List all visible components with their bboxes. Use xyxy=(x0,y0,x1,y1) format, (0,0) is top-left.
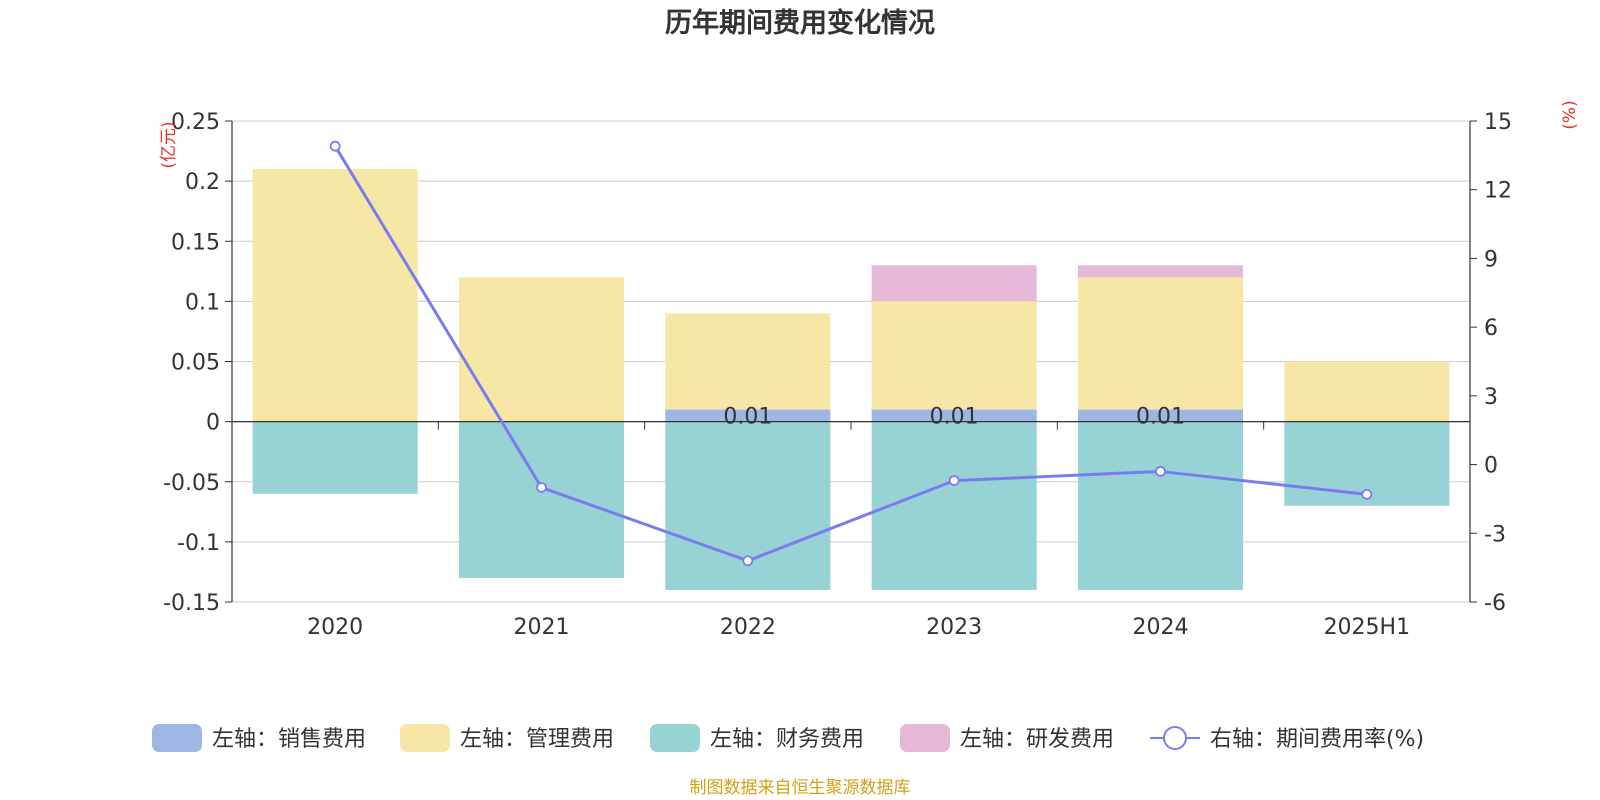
axes: 0.25 0.2 0.15 0.1 0.05 0 -0.05 -0.1 -0.15 15 12 9 6 3… xyxy=(159,100,1580,640)
left-tick-label: -0.05 xyxy=(163,471,220,496)
left-tick-label: 0.05 xyxy=(171,351,220,376)
left-axis-unit: (亿元) xyxy=(159,121,179,168)
right-tick-label: 12 xyxy=(1484,179,1512,204)
rate-point xyxy=(1361,488,1373,500)
legend-item[interactable]: 左轴：管理费用 xyxy=(400,724,614,752)
legend-item[interactable]: 左轴：研发费用 xyxy=(900,724,1114,752)
legend-item[interactable]: 左轴：销售费用 xyxy=(152,724,366,752)
data-labels: 0.01 0.01 0.01 xyxy=(723,405,1185,430)
bar-segment xyxy=(1077,277,1244,410)
rate-point xyxy=(948,475,960,487)
right-tick-label: -3 xyxy=(1484,522,1506,547)
bar-segment xyxy=(252,169,418,422)
bar-segment xyxy=(665,409,831,422)
bar-data-label: 0.01 xyxy=(930,405,979,430)
left-tick-label: 0.25 xyxy=(171,110,220,135)
bar-segment xyxy=(1077,409,1244,422)
bar-segment xyxy=(665,313,831,410)
right-tick-label: -6 xyxy=(1484,591,1506,616)
rate-point xyxy=(742,555,754,567)
legend-label: 右轴：期间费用率(%) xyxy=(1210,727,1424,752)
right-tick-label: 15 xyxy=(1484,110,1512,135)
legend-label: 左轴：管理费用 xyxy=(460,727,614,752)
rate-point xyxy=(536,482,547,493)
category-label: 2024 xyxy=(1133,615,1189,640)
bar-segment xyxy=(871,409,1037,422)
rate-point xyxy=(329,140,341,152)
category-label: 2023 xyxy=(926,615,982,640)
legend-swatch xyxy=(650,724,700,752)
legend-label: 左轴：销售费用 xyxy=(212,727,366,752)
left-tick-label: 0 xyxy=(206,411,220,436)
left-tick-label: 0.2 xyxy=(185,170,220,195)
bar-series xyxy=(252,169,1450,590)
chart-title: 历年期间费用变化情况 xyxy=(665,7,935,39)
bar-segment xyxy=(871,421,1037,590)
bar-segment xyxy=(1077,421,1244,590)
legend: 左轴：销售费用 左轴：管理费用 左轴：财务费用 左轴：研发费用 右轴：期间费用率(%) xyxy=(152,724,1424,752)
bar-segment xyxy=(871,265,1037,302)
bar-segment xyxy=(1284,361,1450,422)
category-label: 2025H1 xyxy=(1324,615,1411,640)
category-label: 2021 xyxy=(514,615,570,640)
legend-marker xyxy=(1163,726,1187,750)
right-tick-label: 9 xyxy=(1484,247,1498,272)
bar-data-label: 0.01 xyxy=(723,405,772,430)
rate-line xyxy=(333,145,1367,563)
left-tick-label: 0.15 xyxy=(171,230,220,255)
legend-swatch xyxy=(900,724,950,752)
right-tick-label: 3 xyxy=(1484,385,1498,410)
bar-data-label: 0.01 xyxy=(1136,405,1185,430)
legend-swatch xyxy=(152,724,202,752)
bar-segment xyxy=(458,277,625,422)
bar-segment xyxy=(458,421,625,578)
rate-point xyxy=(1155,466,1166,477)
right-tick-label: 0 xyxy=(1484,454,1498,479)
legend-swatch xyxy=(400,724,450,752)
left-tick-label: -0.15 xyxy=(163,591,220,616)
rate-line-series xyxy=(329,140,1373,567)
right-axis-unit: (%) xyxy=(1560,100,1580,129)
category-label: 2022 xyxy=(720,615,776,640)
category-label: 2020 xyxy=(307,615,363,640)
legend-label: 左轴：研发费用 xyxy=(960,727,1114,752)
legend-label: 左轴：财务费用 xyxy=(710,727,864,752)
source-note: 制图数据来自恒生聚源数据库 xyxy=(690,778,911,798)
legend-item[interactable]: 右轴：期间费用率(%) xyxy=(1150,726,1424,752)
right-tick-label: 6 xyxy=(1484,316,1498,341)
left-tick-label: -0.1 xyxy=(177,531,220,556)
legend-item[interactable]: 左轴：财务费用 xyxy=(650,724,864,752)
bar-segment xyxy=(252,421,418,494)
left-tick-label: 0.1 xyxy=(185,290,220,315)
bar-segment xyxy=(871,301,1037,410)
bar-segment xyxy=(1077,265,1244,278)
